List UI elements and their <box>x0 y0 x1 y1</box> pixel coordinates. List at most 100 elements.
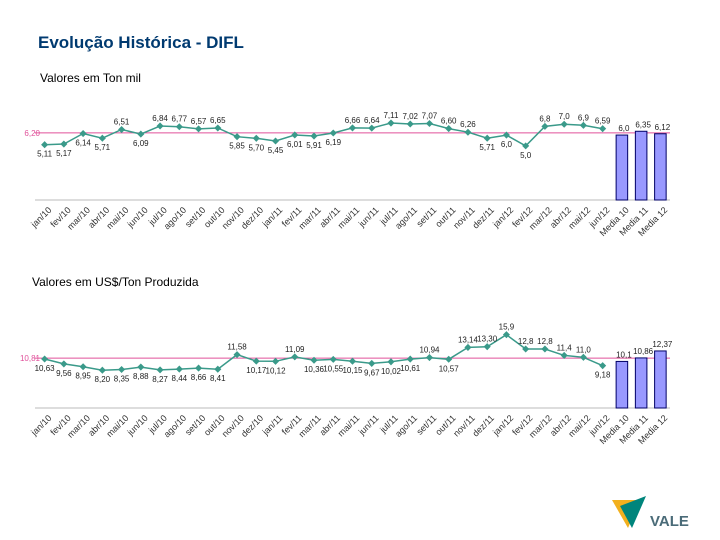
data-label: 13,14 <box>458 335 479 344</box>
data-label: 10,55 <box>323 364 344 373</box>
data-label: 10,17 <box>246 366 267 375</box>
point <box>156 366 164 374</box>
x-tick-label: jun/10 <box>125 413 150 438</box>
data-label: 10,94 <box>419 346 440 355</box>
bar <box>654 350 667 409</box>
point <box>522 142 530 150</box>
x-tick-label: mai/11 <box>336 205 362 231</box>
data-label: 10,36 <box>304 365 325 374</box>
point <box>233 133 241 141</box>
point <box>387 119 395 127</box>
page-title: Evolução Histórica - DIFL <box>38 33 244 52</box>
point <box>252 134 260 142</box>
data-label: 5,17 <box>56 149 72 158</box>
data-label: 7,0 <box>559 112 571 121</box>
point <box>368 124 376 132</box>
point <box>541 345 549 353</box>
x-tick-label: mai/12 <box>566 413 592 439</box>
data-label: 5,0 <box>520 151 532 160</box>
data-label: 11,4 <box>557 343 573 352</box>
data-label: 11,09 <box>285 345 305 354</box>
x-tick-label: set/11 <box>414 205 438 229</box>
point <box>579 121 587 129</box>
point <box>483 134 491 142</box>
data-label: 9,56 <box>56 369 72 378</box>
x-tick-label: mai/10 <box>104 413 130 439</box>
point <box>118 365 126 374</box>
data-label: 6,01 <box>287 140 303 149</box>
point <box>406 355 414 363</box>
point <box>368 359 376 367</box>
point <box>310 356 318 364</box>
point <box>541 122 549 130</box>
x-tick-label: jan/11 <box>260 205 285 230</box>
data-label: 12,37 <box>652 340 673 349</box>
data-label: 10,02 <box>381 367 402 376</box>
point <box>175 365 183 373</box>
data-label: 8,66 <box>191 373 207 382</box>
x-tick-label: jan/12 <box>490 205 515 230</box>
point <box>291 353 299 361</box>
data-label: 6,0 <box>618 124 630 133</box>
point <box>483 343 491 351</box>
point <box>156 122 164 130</box>
point <box>425 119 434 128</box>
point <box>502 131 510 139</box>
bar <box>615 134 629 201</box>
logo-shape <box>620 496 646 528</box>
reference-label: 6,20 <box>24 129 40 138</box>
point <box>560 120 568 128</box>
chart-subtitle: Valores em Ton mil <box>40 71 141 85</box>
x-tick-label: dez/11 <box>470 205 496 231</box>
data-label: 10,15 <box>342 366 363 375</box>
point <box>387 358 395 366</box>
x-tick-label: jan/12 <box>490 413 515 438</box>
line <box>44 333 603 371</box>
point <box>271 137 280 145</box>
point <box>329 355 337 363</box>
point <box>214 124 222 132</box>
data-label: 10,57 <box>439 364 460 373</box>
data-label: 6,64 <box>364 116 380 125</box>
data-label: 6,14 <box>75 139 91 148</box>
data-label: 6,0 <box>501 140 513 149</box>
x-tick-label: jan/11 <box>260 413 285 438</box>
point <box>137 363 145 371</box>
x-tick-label: mai/12 <box>566 205 592 231</box>
data-label: 5,71 <box>479 143 495 152</box>
data-label: 6,59 <box>595 117 611 126</box>
data-label: 12,8 <box>518 337 534 346</box>
data-label: 7,11 <box>383 111 399 120</box>
point <box>271 357 280 365</box>
data-label: 5,91 <box>306 141 322 150</box>
data-label: 6,65 <box>210 116 226 125</box>
point <box>137 130 145 138</box>
chart-subtitle: Valores em US$/Ton Produzida <box>32 275 199 289</box>
data-label: 6,51 <box>114 118 130 127</box>
x-tick-label: jan/10 <box>28 205 53 230</box>
bar <box>634 130 648 201</box>
data-label: 8,20 <box>95 375 111 384</box>
x-tick-label: jun/11 <box>356 413 381 438</box>
data-label: 13,30 <box>477 335 498 344</box>
data-label: 8,35 <box>114 374 130 383</box>
point <box>522 345 530 353</box>
point <box>560 351 568 359</box>
point <box>348 357 357 365</box>
data-label: 8,88 <box>133 372 149 381</box>
x-tick-label: jun/11 <box>356 205 381 230</box>
line <box>44 122 603 147</box>
x-tick-label: dez/10 <box>239 413 265 439</box>
data-label: 8,27 <box>152 375 168 384</box>
point <box>425 354 434 362</box>
x-tick-label: set/11 <box>414 413 438 437</box>
data-label: 6,84 <box>152 114 168 123</box>
data-label: 6,77 <box>172 115 188 124</box>
point <box>464 343 472 351</box>
data-label: 6,8 <box>539 114 551 123</box>
data-label: 12,8 <box>537 337 553 346</box>
point <box>445 125 453 133</box>
data-label: 5,70 <box>248 143 264 152</box>
point <box>41 141 49 149</box>
